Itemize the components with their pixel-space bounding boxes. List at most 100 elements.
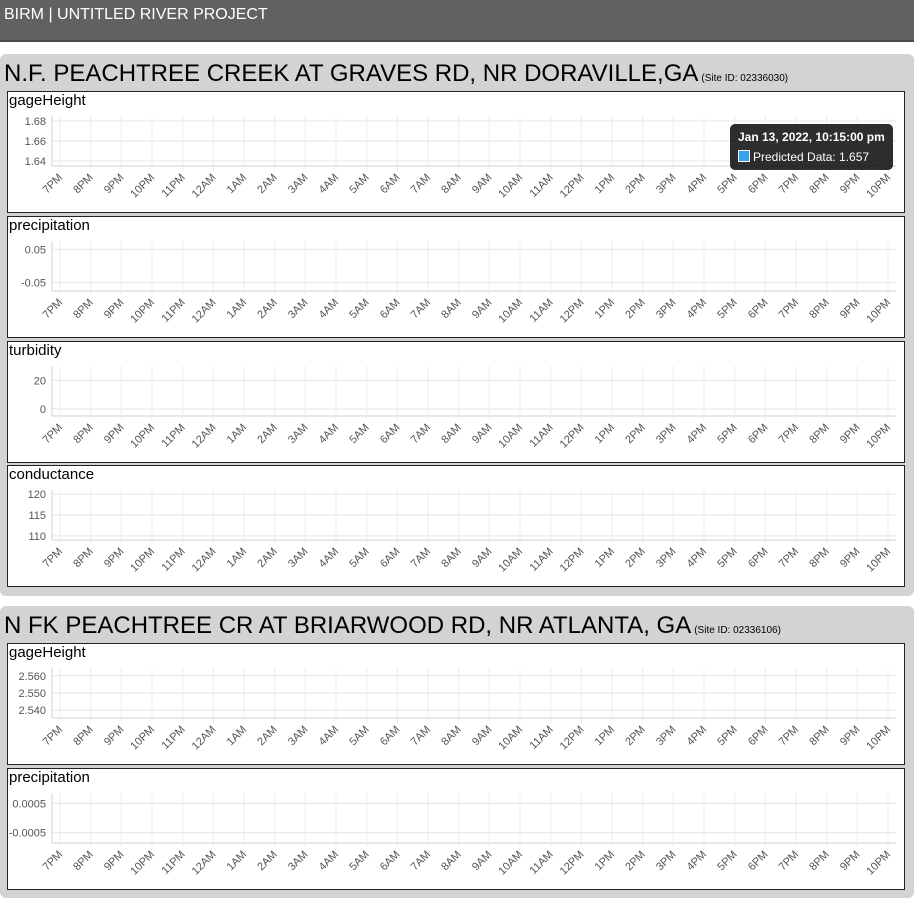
x-tick-label: 2PM <box>623 422 647 446</box>
x-tick-label: 10PM <box>864 422 893 451</box>
x-tick-label: 3PM <box>654 849 678 873</box>
x-tick-label: 6AM <box>378 546 402 570</box>
x-tick-label: 8PM <box>807 849 831 873</box>
site-id: (Site ID: 02336030) <box>701 73 789 84</box>
x-tick-label: 2AM <box>255 422 279 446</box>
y-tick-label: 2.540 <box>18 705 46 717</box>
x-tick-label: 12PM <box>558 297 587 326</box>
chart-panel-turbidity[interactable]: 20 0 7PM 8PM 9PM 10PM 11PM 12AM 1AM 2AM 3AM 4AM 5AM 6… <box>7 341 905 463</box>
x-tick-label: 5PM <box>715 422 739 446</box>
site-heading: N.F. PEACHTREE CREEK AT GRAVES RD, NR DO… <box>4 60 788 88</box>
x-tick-label: 2AM <box>255 849 279 873</box>
x-tick-label: 10AM <box>496 297 525 326</box>
y-tick-label: 1.64 <box>25 156 46 168</box>
y-tick-label: -0.05 <box>21 278 46 290</box>
x-tick-label: 5AM <box>347 546 371 570</box>
x-tick-label: 3PM <box>654 724 678 748</box>
x-tick-label: 11AM <box>528 422 556 450</box>
x-tick-label: 12PM <box>558 172 587 201</box>
x-tick-label: 1AM <box>225 422 249 446</box>
x-tick-label: 8PM <box>71 422 95 446</box>
x-tick-label: 7AM <box>409 849 433 873</box>
x-tick-label: 12AM <box>190 546 219 575</box>
x-tick-label: 7PM <box>41 849 65 873</box>
x-tick-label: 6AM <box>378 172 402 196</box>
x-tick-label: 7PM <box>41 297 65 321</box>
chart-title: gageHeight <box>9 644 86 661</box>
x-tick-label: 5PM <box>715 546 739 570</box>
x-tick-label: 8AM <box>439 297 463 321</box>
x-tick-label: 12AM <box>190 849 219 878</box>
x-tick-label: 7PM <box>777 849 801 873</box>
x-tick-label: 12AM <box>190 422 219 451</box>
x-tick-label: 4PM <box>685 849 709 873</box>
chart-title: conductance <box>9 466 95 483</box>
x-tick-label: 4AM <box>317 172 341 196</box>
x-tick-label: 9PM <box>102 172 126 196</box>
x-tick-label: 7AM <box>409 172 433 196</box>
x-tick-label: 11AM <box>528 297 556 325</box>
x-tick-label: 10PM <box>128 422 157 451</box>
x-tick-label: 9AM <box>470 724 494 748</box>
data-tooltip: Jan 13, 2022, 10:15:00 pm Predicted Data… <box>730 124 893 170</box>
site-name: N FK PEACHTREE CR AT BRIARWOOD RD, NR AT… <box>4 612 692 639</box>
x-tick-label: 3PM <box>654 422 678 446</box>
site-name: N.F. PEACHTREE CREEK AT GRAVES RD, NR DO… <box>4 60 699 87</box>
tooltip-time: Jan 13, 2022, 10:15:00 pm <box>738 130 885 144</box>
x-tick-label: 9PM <box>838 849 862 873</box>
x-tick-label: 3AM <box>286 297 310 321</box>
x-tick-label: 5AM <box>347 849 371 873</box>
x-tick-label: 6AM <box>378 297 402 321</box>
x-tick-label: 5PM <box>715 724 739 748</box>
x-tick-label: 5PM <box>715 172 739 196</box>
x-tick-label: 4PM <box>685 172 709 196</box>
chart-panel-precipitation[interactable]: 0.05 -0.05 7PM 8PM 9PM 10PM 11PM 12AM 1AM 2AM 3AM 4… <box>7 216 905 338</box>
x-tick-label: 1AM <box>225 172 249 196</box>
x-tick-label: 11PM <box>160 422 188 450</box>
x-tick-label: 3PM <box>654 172 678 196</box>
x-tick-label: 9PM <box>102 546 126 570</box>
x-tick-label: 2PM <box>623 546 647 570</box>
x-tick-label: 4AM <box>317 849 341 873</box>
chart-title: precipitation <box>9 217 90 234</box>
x-tick-label: 11PM <box>160 546 188 574</box>
x-tick-label: 8PM <box>71 849 95 873</box>
x-tick-label: 10PM <box>128 849 157 878</box>
x-tick-label: 2AM <box>255 172 279 196</box>
x-tick-label: 1PM <box>593 724 617 748</box>
x-tick-label: 9AM <box>470 546 494 570</box>
y-tick-label: 0 <box>40 404 46 416</box>
x-tick-label: 8PM <box>807 172 831 196</box>
x-tick-label: 2PM <box>623 849 647 873</box>
x-tick-label: 1PM <box>593 297 617 321</box>
y-tick-label: 1.68 <box>25 116 46 128</box>
x-tick-label: 2AM <box>255 297 279 321</box>
x-tick-label: 2PM <box>623 172 647 196</box>
x-tick-label: 7PM <box>777 546 801 570</box>
x-tick-label: 10AM <box>496 546 525 575</box>
x-tick-label: 10PM <box>128 724 157 753</box>
chart-panel-precipitation[interactable]: 0.0005 -0.0005 7PM 8PM 9PM 10PM 11PM 12AM 1AM 2AM… <box>7 768 905 890</box>
x-tick-label: 6PM <box>746 546 770 570</box>
x-tick-label: 11PM <box>160 297 188 325</box>
x-tick-label: 9PM <box>102 422 126 446</box>
x-tick-label: 3AM <box>286 422 310 446</box>
x-tick-label: 7PM <box>41 422 65 446</box>
x-tick-label: 4AM <box>317 724 341 748</box>
chart-panel-conductance[interactable]: 120 115 110 7PM 8PM 9PM 10PM 11PM 12AM 1AM 2AM 3AM 4… <box>7 465 905 587</box>
x-tick-label: 9PM <box>838 172 862 196</box>
x-tick-label: 10AM <box>496 172 525 201</box>
x-tick-label: 1PM <box>593 422 617 446</box>
x-tick-label: 11AM <box>528 546 556 574</box>
x-tick-label: 7AM <box>409 422 433 446</box>
x-tick-label: 12AM <box>190 172 219 201</box>
x-tick-label: 1PM <box>593 546 617 570</box>
x-tick-label: 11PM <box>160 849 188 877</box>
x-tick-label: 9PM <box>838 546 862 570</box>
site-heading: N FK PEACHTREE CR AT BRIARWOOD RD, NR AT… <box>4 612 781 640</box>
chart-panel-gageheight[interactable]: 2.560 2.550 2.540 7PM 8PM 9PM 10PM 11PM 12AM 1AM 2… <box>7 643 905 765</box>
x-tick-label: 9PM <box>102 297 126 321</box>
